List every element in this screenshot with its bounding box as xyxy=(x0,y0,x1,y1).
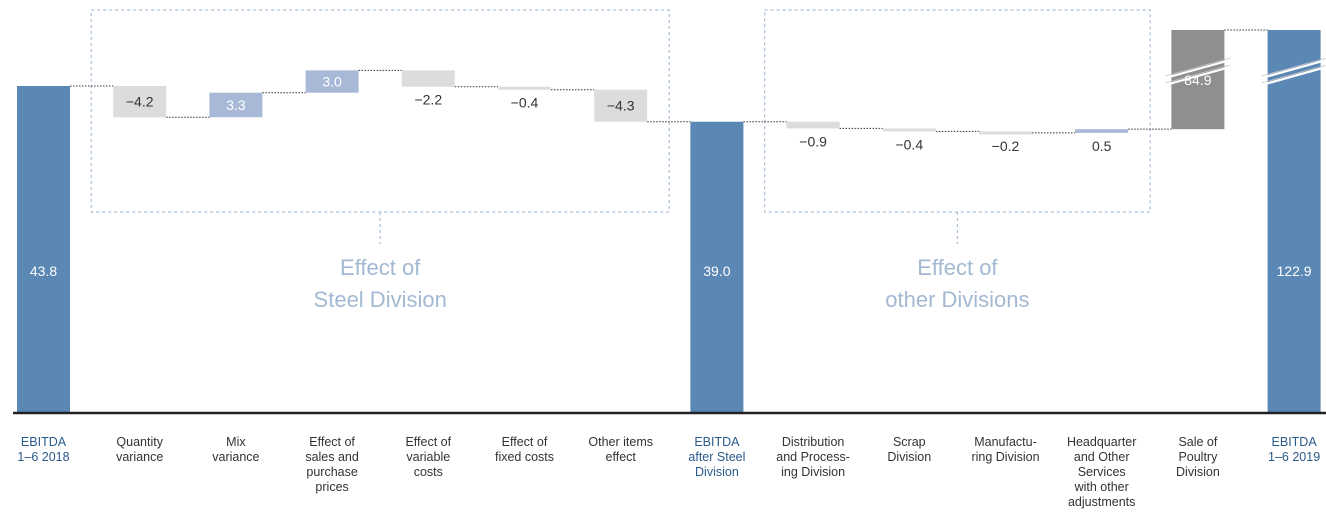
axis-break-mark xyxy=(1165,64,1231,84)
bar xyxy=(786,121,840,129)
category-label: Division xyxy=(887,450,931,464)
category-label: Division xyxy=(695,465,739,479)
axis-break-mark xyxy=(1165,58,1231,80)
category-label: Sale of xyxy=(1178,435,1217,449)
category-label: Scrap xyxy=(893,435,926,449)
axis-break-mark xyxy=(1165,65,1231,87)
category-label: effect xyxy=(606,450,637,464)
category-label: Effect of xyxy=(405,435,451,449)
bar xyxy=(1075,129,1129,133)
bar xyxy=(594,89,648,122)
category-label: variance xyxy=(212,450,259,464)
bar-value-label: −0.4 xyxy=(895,136,923,152)
category-label: Services xyxy=(1078,465,1126,479)
category-label: and Process- xyxy=(776,450,850,464)
category-label: variance xyxy=(116,450,163,464)
category-label: Quantity xyxy=(116,435,163,449)
axis-break-mark xyxy=(1165,57,1231,77)
annotation-text: Effect of xyxy=(917,255,998,280)
category-label: adjustments xyxy=(1068,495,1135,509)
category-label: ing Division xyxy=(781,465,845,479)
bar-value-label: −0.2 xyxy=(992,138,1020,154)
axis-break-mark xyxy=(1261,59,1326,80)
category-label: variable xyxy=(406,450,450,464)
bar-value-label: −0.9 xyxy=(799,133,827,149)
category-label: Effect of xyxy=(309,435,355,449)
category-label: prices xyxy=(315,480,348,494)
category-label: EBITDA xyxy=(21,435,67,449)
category-label: Other items xyxy=(588,435,653,449)
category-label: 1–6 2019 xyxy=(1268,450,1320,464)
bar xyxy=(1171,30,1225,130)
category-label: Effect of xyxy=(502,435,548,449)
category-label: purchase xyxy=(306,465,357,479)
bar xyxy=(690,121,744,413)
bar xyxy=(209,92,263,118)
bar xyxy=(113,86,167,118)
category-label: Distribution xyxy=(782,435,845,449)
bar-value-label: 3.3 xyxy=(226,97,246,113)
bar-value-label: −0.4 xyxy=(511,95,539,111)
category-label: ring Division xyxy=(971,450,1039,464)
category-label: Manufactu- xyxy=(974,435,1037,449)
category-label: Headquarter xyxy=(1067,435,1137,449)
category-label: after Steel xyxy=(688,450,745,464)
annotation-text: Effect of xyxy=(340,255,421,280)
bar-value-label: 122.9 xyxy=(1277,263,1312,279)
bar-value-label: −4.3 xyxy=(607,98,635,114)
bar-value-label: 39.0 xyxy=(703,263,730,279)
category-label: Division xyxy=(1176,465,1220,479)
category-label: and Other xyxy=(1074,450,1130,464)
category-label: Poultry xyxy=(1178,450,1218,464)
category-label: with other xyxy=(1074,480,1129,494)
annotation-box xyxy=(90,9,670,213)
bar-value-label: 3.0 xyxy=(322,74,342,90)
bar-value-label: 43.8 xyxy=(30,263,57,279)
category-label: costs xyxy=(414,465,443,479)
bar-value-label: −2.2 xyxy=(414,92,442,108)
bar-value-label: 0.5 xyxy=(1092,138,1112,154)
bar xyxy=(17,86,70,412)
bar xyxy=(498,86,551,90)
category-label: sales and xyxy=(305,450,359,464)
annotation-text: Steel Division xyxy=(314,287,447,312)
bar xyxy=(1267,30,1321,412)
category-label: 1–6 2018 xyxy=(17,450,69,464)
axis-break-mark xyxy=(1261,64,1326,84)
bar xyxy=(979,131,1032,135)
annotation-text: other Divisions xyxy=(885,287,1029,312)
category-label: fixed costs xyxy=(495,450,554,464)
bar xyxy=(401,70,455,87)
axis-break-mark xyxy=(1261,57,1326,77)
category-label: EBITDA xyxy=(1272,435,1318,449)
bar-value-label: −4.2 xyxy=(126,94,154,110)
annotation-box xyxy=(763,9,1151,213)
bar-value-label: 84.9 xyxy=(1184,72,1211,88)
category-label: EBITDA xyxy=(694,435,740,449)
bar xyxy=(305,70,359,93)
category-label: Mix xyxy=(226,435,246,449)
axis-break-mark xyxy=(1261,66,1326,87)
bar xyxy=(882,128,936,132)
